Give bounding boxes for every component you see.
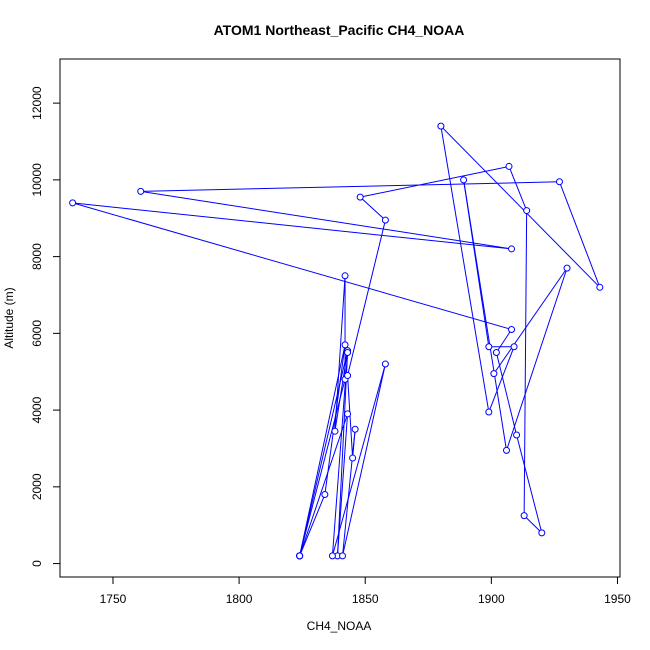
data-point <box>381 216 389 224</box>
series-segment <box>347 220 386 376</box>
y-tick-label: 6000 <box>30 320 44 347</box>
series-segment <box>331 363 386 557</box>
data-point <box>321 491 329 499</box>
series-segment <box>352 429 356 459</box>
data-point <box>510 343 518 351</box>
data-point <box>563 264 571 272</box>
series-segment <box>336 352 349 556</box>
data-point <box>349 454 357 462</box>
series-segment <box>516 434 543 533</box>
series-segment <box>299 344 346 557</box>
data-point <box>538 529 546 537</box>
y-axis-label: Altitude (m) <box>2 287 16 348</box>
x-tick-label: 1750 <box>100 592 127 606</box>
data-point <box>339 552 347 560</box>
data-point <box>508 326 516 334</box>
x-tick-label: 1950 <box>604 592 631 606</box>
data-point <box>344 349 352 357</box>
y-tick-label: 10000 <box>30 163 44 197</box>
data-point <box>490 370 498 378</box>
series-segment <box>360 165 510 198</box>
series-segment <box>334 350 349 432</box>
series-segment <box>72 202 512 330</box>
series-segment <box>72 202 512 250</box>
data-point <box>485 408 493 416</box>
data-point <box>356 193 364 201</box>
data-point <box>331 427 339 435</box>
series-segment <box>495 352 518 436</box>
data-point <box>555 178 563 186</box>
y-axis: 0 2000 4000 6000 8000 10000 12000 <box>30 86 61 567</box>
data-point <box>520 512 528 520</box>
series-segment <box>506 267 568 451</box>
data-point <box>596 283 604 291</box>
series-segment <box>558 181 601 288</box>
series-segment <box>324 344 346 495</box>
series-segment <box>331 352 349 556</box>
series-segment <box>440 126 490 413</box>
y-tick-label: 4000 <box>30 396 44 423</box>
data-point <box>341 272 349 280</box>
series-segment <box>440 125 601 288</box>
data-point <box>460 176 468 184</box>
y-tick-label: 8000 <box>30 243 44 270</box>
data-point <box>485 343 493 351</box>
y-tick-label: 0 <box>30 560 44 567</box>
series-segment <box>140 190 512 250</box>
x-tick-label: 1800 <box>226 592 253 606</box>
series-segment <box>493 267 568 374</box>
data-point <box>351 425 359 433</box>
series-segment <box>299 494 326 557</box>
data-point <box>502 446 510 454</box>
data-point <box>69 199 77 207</box>
data-point <box>328 552 336 560</box>
series-segment <box>488 346 515 413</box>
chart-title: ATOM1 Northeast_Pacific CH4_NOAA <box>214 22 465 38</box>
series-segment <box>495 329 512 353</box>
data-point <box>513 431 521 439</box>
series-segment <box>299 379 346 557</box>
data-point <box>381 360 389 368</box>
series-segment <box>299 413 349 557</box>
data-point <box>492 349 500 357</box>
y-tick-label: 2000 <box>30 473 44 500</box>
series-segment <box>463 179 507 451</box>
series-segment <box>523 515 543 534</box>
data-point <box>344 410 352 418</box>
data-point <box>505 162 513 170</box>
data-point <box>296 552 304 560</box>
x-tick-label: 1850 <box>352 592 379 606</box>
series-segment <box>359 196 386 221</box>
series-segment <box>342 363 386 557</box>
y-tick-label: 12000 <box>30 86 44 120</box>
plot-area <box>69 122 604 560</box>
data-point <box>137 187 145 195</box>
x-axis-label: CH4_NOAA <box>307 619 372 633</box>
data-point <box>344 372 352 380</box>
x-tick-label: 1900 <box>478 592 505 606</box>
x-axis: 1750 1800 1850 1900 1950 <box>100 576 631 606</box>
series-segment <box>140 181 560 192</box>
series-segment <box>347 375 354 459</box>
series-segment <box>508 166 528 211</box>
data-point <box>523 207 531 215</box>
data-point <box>508 245 516 253</box>
data-point <box>341 341 349 349</box>
data-point <box>437 122 445 130</box>
